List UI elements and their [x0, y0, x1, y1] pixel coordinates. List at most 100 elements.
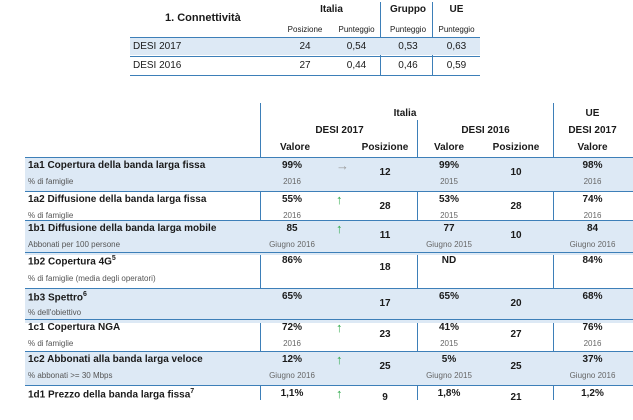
arrow-right-icon: →	[336, 158, 349, 173]
year-ue: 2016	[583, 177, 602, 186]
value-ue: 84	[586, 223, 599, 234]
summary-sub-posizione: Posizione	[287, 25, 323, 34]
position-2017: 25	[379, 361, 391, 372]
row-rule	[25, 288, 633, 289]
year-2017: 2016	[283, 339, 301, 348]
footnote-marker: 7	[190, 388, 195, 395]
summary-posizione: 24	[299, 41, 311, 52]
detail-header-desi2016: DESI 2016	[461, 125, 510, 136]
position-2016: 25	[510, 361, 522, 372]
year-2017: Giugno 2016	[269, 371, 315, 380]
position-2017: 12	[379, 167, 391, 178]
row-rule	[25, 252, 633, 253]
summary-row: DESI 2016 27 0,44 0,46 0,59	[130, 57, 480, 74]
value-2016: 5%	[441, 354, 457, 365]
col-posizione-2017: Posizione	[361, 142, 409, 153]
row-rule	[25, 319, 633, 320]
summary-punteggio-ue: 0,63	[446, 41, 467, 52]
indicator-label: 1b1 Diffusione della banda larga mobile	[28, 223, 217, 234]
footnote-marker: 6	[83, 291, 87, 298]
value-ue: 84%	[582, 255, 603, 266]
summary-punteggio-gruppo: 0,46	[398, 60, 418, 71]
summary-row-label: DESI 2016	[133, 60, 182, 71]
summary-punteggio-it: 0,44	[346, 60, 367, 71]
position-2016: 10	[510, 167, 522, 178]
summary-group-gruppo: Gruppo	[389, 4, 427, 15]
arrow-up-icon: ↑	[336, 386, 343, 401]
summary-row: DESI 2017 24 0,54 0,53 0,63	[130, 38, 480, 55]
footnote-marker: 5	[111, 255, 116, 262]
position-2016: 27	[510, 329, 522, 340]
table-row: 1c1 Copertura NGA % di famiglie 72% 2016…	[25, 320, 633, 354]
year-2017: Giugno 2016	[269, 240, 315, 249]
position-2016: 10	[510, 230, 522, 241]
summary-punteggio-it: 0,54	[346, 41, 367, 52]
table-row: 1a1 Copertura della banda larga fissa % …	[25, 158, 633, 192]
indicator-label: 1c1 Copertura NGA	[28, 322, 121, 333]
indicator-label: 1c2 Abbonati alla banda larga veloce	[28, 354, 203, 365]
detail-header-ue: UE	[585, 108, 600, 119]
row-rule	[25, 351, 633, 352]
year-2016: Giugno 2015	[426, 240, 472, 249]
indicator-unit: % abbonati >= 30 Mbps	[28, 371, 113, 380]
indicator-label: 1d1 Prezzo della banda larga fissa7	[28, 388, 195, 401]
position-2016: 21	[510, 392, 522, 403]
indicator-label: 1a2 Diffusione della banda larga fissa	[28, 194, 207, 205]
summary-sub-punteggio-gruppo: Punteggio	[389, 25, 427, 34]
detail-header-desi2017: DESI 2017	[315, 125, 364, 136]
summary-row-label: DESI 2017	[133, 41, 182, 52]
table-row: 1c2 Abbonati alla banda larga veloce % a…	[25, 352, 633, 386]
summary-posizione: 27	[299, 60, 311, 71]
position-2017: 23	[379, 329, 391, 340]
arrow-up-icon: ↑	[336, 320, 343, 335]
detail-header-rule	[25, 157, 633, 158]
year-2017: 2016	[283, 211, 301, 220]
indicator-unit: % di famiglie (media degli operatori)	[28, 274, 156, 283]
value-2017: 86%	[281, 255, 302, 266]
arrow-up-icon: ↑	[336, 221, 343, 236]
summary-sub-punteggio-ue: Punteggio	[438, 25, 475, 34]
summary-punteggio-ue: 0,59	[446, 60, 467, 71]
value-ue: 68%	[582, 291, 603, 302]
value-2017: 65%	[281, 291, 302, 302]
indicator-unit: % di famiglie	[28, 339, 74, 348]
detail-header-ue-desi2017: DESI 2017	[568, 125, 617, 136]
row-rule	[25, 191, 633, 192]
detail-divider	[417, 120, 418, 400]
indicator-label: 1a1 Copertura della banda larga fissa	[28, 160, 206, 171]
position-2017: 28	[379, 201, 391, 212]
position-2016: 28	[510, 201, 522, 212]
indicator-unit: % di famiglie	[28, 177, 74, 186]
value-2016: 99%	[438, 160, 459, 171]
summary-sub-punteggio-it: Punteggio	[338, 25, 375, 34]
value-2016: 1,8%	[437, 388, 461, 399]
value-ue: 74%	[582, 194, 603, 205]
year-ue: 2016	[583, 211, 602, 220]
value-2017: 85	[286, 223, 298, 234]
summary-row-rule	[130, 56, 480, 57]
indicator-unit: % dell'obiettivo	[28, 308, 82, 317]
value-ue: 37%	[582, 354, 603, 365]
year-2016: 2015	[440, 211, 458, 220]
summary-punteggio-gruppo: 0,53	[398, 41, 418, 52]
value-2016: 77	[443, 223, 455, 234]
col-valore-ue: Valore	[577, 142, 608, 153]
table-row: 1b3 Spettro6 % dell'obiettivo 65% 17 65%…	[25, 289, 633, 323]
year-2016: Giugno 2015	[426, 371, 472, 380]
table-row: 1a2 Diffusione della banda larga fissa %…	[25, 192, 633, 226]
arrow-up-icon: ↑	[336, 192, 343, 207]
col-posizione-2016: Posizione	[492, 142, 540, 153]
position-2017: 11	[379, 230, 391, 241]
value-ue: 1,2%	[581, 388, 604, 399]
table-row: 1b2 Copertura 4G5 % di famiglie (media d…	[25, 253, 633, 287]
indicator-unit: % di famiglie	[28, 211, 74, 220]
arrow-up-icon: ↑	[336, 352, 343, 367]
year-2016: 2015	[440, 177, 458, 186]
summary-row-rule	[130, 75, 480, 76]
value-2016: 41%	[438, 322, 459, 333]
year-2016: 2015	[440, 339, 458, 348]
table-row: 1b1 Diffusione della banda larga mobile …	[25, 221, 633, 255]
summary-group-ue: UE	[449, 4, 464, 15]
col-valore-2017: Valore	[279, 142, 311, 153]
summary-group-italia: Italia	[320, 4, 343, 15]
